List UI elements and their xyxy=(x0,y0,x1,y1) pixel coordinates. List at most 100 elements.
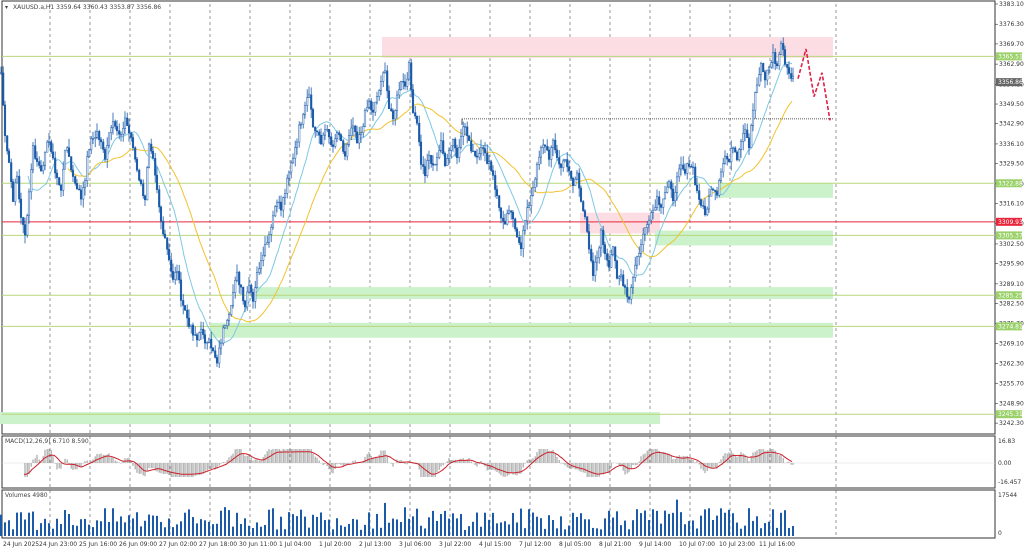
volume-bar xyxy=(0,514,2,536)
volume-bar xyxy=(640,513,642,536)
volume-bar xyxy=(720,508,722,536)
levels-layer xyxy=(2,55,995,415)
candle-body xyxy=(366,107,369,111)
candle-body xyxy=(646,224,649,228)
candle-body xyxy=(619,274,623,278)
candle-body xyxy=(406,78,409,87)
candle-body xyxy=(678,168,681,178)
volume-bar xyxy=(744,525,746,536)
volume-bar xyxy=(312,514,314,536)
volume-bar xyxy=(652,509,654,536)
candle-body xyxy=(527,205,531,208)
candle-body xyxy=(235,271,239,281)
price-tick-label: 3282.50 xyxy=(999,300,1024,307)
candle-body xyxy=(0,72,3,74)
time-tick-label: 30 Jun 11:00 xyxy=(239,541,277,548)
candle-body xyxy=(262,254,265,261)
volume-bar xyxy=(352,518,354,536)
candle-body xyxy=(283,193,287,198)
candle-body xyxy=(602,229,605,245)
candle-body xyxy=(71,169,75,177)
candle-body xyxy=(126,117,129,126)
candle-body xyxy=(531,187,535,196)
candle-body xyxy=(47,141,51,143)
volume-bar xyxy=(676,499,678,536)
volume-bar xyxy=(176,524,178,536)
macd-pane xyxy=(1,435,996,489)
candle-body xyxy=(74,176,77,184)
volume-bar xyxy=(44,518,46,536)
candle-body xyxy=(547,149,551,160)
candle-body xyxy=(567,166,571,172)
volume-bar xyxy=(364,524,366,536)
volume-bar xyxy=(84,518,86,536)
candle-body xyxy=(626,287,629,297)
volume-bar xyxy=(92,527,94,536)
volume-bar xyxy=(696,528,698,536)
volume-bar xyxy=(688,521,690,536)
candle-body xyxy=(518,236,521,243)
candle-body xyxy=(559,163,563,168)
candle-body xyxy=(607,259,611,268)
level-label-text: 3274.81 xyxy=(998,323,1023,330)
candle-body xyxy=(290,162,293,173)
candle-body xyxy=(335,132,339,140)
volume-bar xyxy=(116,521,118,536)
volume-bar xyxy=(664,510,666,536)
candle-body xyxy=(11,181,15,202)
candle-body xyxy=(2,72,5,106)
level-label-box xyxy=(996,231,1022,240)
candle-body xyxy=(66,147,69,151)
candle-body xyxy=(491,170,495,176)
candle-body xyxy=(19,198,23,218)
candle-body xyxy=(566,159,569,168)
volume-bar xyxy=(760,528,762,536)
candle-body xyxy=(447,150,451,159)
candle-body xyxy=(347,135,351,145)
candle-body xyxy=(154,158,157,176)
candle-body xyxy=(747,137,751,149)
candle-body xyxy=(355,131,359,144)
candle-body xyxy=(27,191,31,216)
candle-body xyxy=(146,167,149,201)
candle-body xyxy=(303,105,307,115)
candle-body xyxy=(426,160,429,176)
price-tick-label: 3329.50 xyxy=(999,161,1024,168)
volume-bar xyxy=(504,521,506,536)
price-tick-label: 3342.90 xyxy=(999,121,1024,128)
candle-body xyxy=(55,172,59,178)
candle-body xyxy=(726,155,729,160)
candle-body xyxy=(379,81,383,91)
candle-body xyxy=(175,271,179,273)
candle-body xyxy=(710,189,713,197)
volume-bar xyxy=(484,512,486,536)
candle-body xyxy=(683,168,687,174)
volume-bar xyxy=(200,519,202,536)
volume-bar xyxy=(404,507,406,536)
candle-body xyxy=(486,152,489,164)
candle-body xyxy=(778,54,781,67)
volume-bar xyxy=(584,519,586,536)
candle-body xyxy=(446,158,449,167)
level-label-text: 3285.25 xyxy=(998,292,1023,299)
chart-menu-caret[interactable]: ▾ xyxy=(5,4,8,11)
level-label-text: 3356.86 xyxy=(998,79,1023,86)
candle-body xyxy=(331,144,335,147)
candle-body xyxy=(634,264,637,278)
volume-bar xyxy=(392,518,394,536)
candle-body xyxy=(238,271,241,286)
price-tick-label: 3362.90 xyxy=(999,61,1024,68)
candle-body xyxy=(151,150,155,159)
candle-body xyxy=(471,150,475,153)
candle-body xyxy=(26,215,29,236)
candle-body xyxy=(695,184,699,191)
candle-body xyxy=(719,171,723,181)
candle-body xyxy=(731,147,735,149)
time-tick-label: 8 Jul 21:00 xyxy=(599,541,631,548)
candle-body xyxy=(570,170,573,179)
candle-body xyxy=(163,233,167,239)
candle-body xyxy=(142,183,145,196)
candle-body xyxy=(718,180,721,196)
